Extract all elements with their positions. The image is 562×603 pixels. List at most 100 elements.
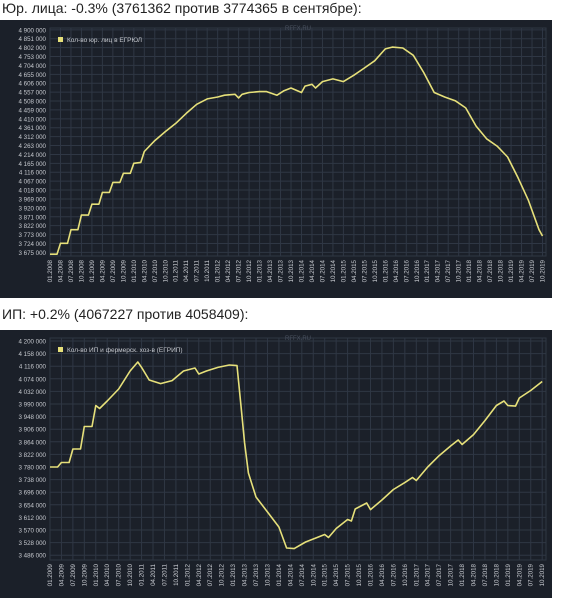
- x-tick-label: 04.2015: [351, 259, 358, 282]
- x-tick-label: 04.2011: [150, 563, 157, 585]
- x-tick-label: 01.2008: [47, 259, 54, 282]
- y-tick-label: 4 655 000: [18, 72, 46, 79]
- y-tick-label: 4 802 000: [18, 45, 46, 52]
- y-tick-label: 3 675 000: [18, 250, 46, 257]
- x-tick-label: 10.2013: [264, 563, 271, 586]
- legend-swatch: [58, 347, 63, 352]
- x-tick-label: 10.2014: [330, 259, 337, 282]
- y-tick-label: 3 570 000: [18, 528, 46, 535]
- x-tick-label: 07.2014: [319, 259, 326, 282]
- x-tick-label: 10.2017: [456, 259, 463, 282]
- x-tick-label: 07.2013: [253, 563, 260, 586]
- legend-label: Кол-во ИП и фермерск. хоз-в (ЕГРИП): [67, 347, 183, 354]
- x-tick-label: 07.2016: [390, 563, 397, 586]
- legend-swatch: [58, 37, 63, 42]
- x-tick-label: 04.2012: [196, 563, 203, 586]
- x-tick-label: 04.2012: [225, 259, 232, 282]
- x-tick-label: 10.2008: [78, 259, 85, 282]
- x-tick-label: 01.2018: [459, 563, 466, 586]
- x-tick-label: 10.2018: [493, 563, 500, 586]
- series-line: [50, 361, 543, 550]
- y-tick-label: 3 612 000: [18, 515, 46, 522]
- chart-background: [0, 330, 552, 598]
- y-tick-label: 3 654 000: [18, 502, 46, 509]
- y-tick-label: 3 920 000: [18, 205, 46, 212]
- x-tick-label: 07.2015: [361, 259, 368, 282]
- y-tick-label: 4 606 000: [18, 81, 46, 88]
- x-tick-label: 01.2011: [173, 259, 180, 281]
- y-tick-label: 3 528 000: [18, 540, 46, 547]
- x-tick-label: 07.2018: [487, 259, 494, 282]
- series-line: [50, 46, 544, 255]
- x-tick-label: 01.2009: [89, 259, 96, 282]
- x-tick-label: 01.2019: [505, 563, 512, 586]
- x-tick-label: 04.2017: [425, 563, 432, 586]
- y-tick-label: 3 871 000: [18, 214, 46, 221]
- y-tick-label: 4 753 000: [18, 54, 46, 61]
- x-tick-label: 07.2017: [445, 259, 452, 282]
- x-tick-label: 01.2012: [215, 259, 222, 282]
- y-tick-label: 3 724 000: [18, 241, 46, 248]
- x-tick-label: 07.2013: [278, 259, 285, 282]
- x-tick-label: 07.2017: [436, 563, 443, 586]
- x-tick-label: 01.2018: [466, 259, 473, 282]
- watermark: RFFX.RU: [285, 26, 311, 32]
- x-tick-label: 10.2012: [219, 563, 226, 586]
- chart-1-caption: Юр. лица: -0.3% (3761362 против 3774365 …: [2, 0, 362, 16]
- x-tick-label: 04.2009: [99, 259, 106, 282]
- x-tick-label: 07.2018: [482, 563, 489, 586]
- x-tick-label: 01.2014: [298, 259, 305, 282]
- x-tick-label: 10.2016: [402, 563, 409, 586]
- x-tick-label: 04.2016: [393, 259, 400, 282]
- y-tick-label: 3 780 000: [18, 465, 46, 472]
- y-tick-label: 4 312 000: [18, 134, 46, 141]
- x-tick-label: 04.2010: [104, 563, 111, 586]
- y-tick-label: 4 158 000: [18, 351, 46, 358]
- x-tick-label: 10.2015: [372, 259, 379, 282]
- x-tick-label: 07.2009: [70, 563, 77, 586]
- y-tick-label: 4 410 000: [18, 116, 46, 123]
- y-tick-label: 3 969 000: [18, 196, 46, 203]
- y-tick-label: 4 361 000: [18, 125, 46, 132]
- y-tick-label: 4 557 000: [18, 90, 46, 97]
- x-tick-label: 10.2014: [310, 563, 317, 586]
- y-tick-label: 4 074 000: [18, 376, 46, 383]
- x-tick-label: 10.2015: [356, 563, 363, 586]
- chart-2-caption: ИП: +0.2% (4067227 против 4058409):: [2, 306, 249, 322]
- x-tick-label: 04.2008: [57, 259, 64, 282]
- x-tick-label: 07.2014: [299, 563, 306, 586]
- x-tick-label: 10.2012: [246, 259, 253, 282]
- x-tick-label: 10.2010: [127, 563, 134, 586]
- x-tick-label: 07.2011: [194, 259, 201, 281]
- y-tick-label: 3 773 000: [18, 232, 46, 239]
- x-tick-label: 04.2010: [141, 259, 148, 282]
- x-tick-label: 10.2010: [162, 259, 169, 282]
- y-tick-label: 3 822 000: [18, 223, 46, 230]
- x-tick-label: 04.2019: [516, 563, 523, 586]
- chart-legal-entities: 3 675 000 3 724 000 3 773 000 3 822 000 3 87…: [0, 20, 552, 298]
- x-tick-label: 04.2013: [242, 563, 249, 586]
- chart-2-panel: 3 486 000 3 528 000 3 570 000 3 612 000 3 65…: [0, 330, 552, 603]
- plot-frame: [49, 337, 547, 561]
- x-tick-label: 07.2010: [116, 563, 123, 586]
- y-tick-label: 3 948 000: [18, 414, 46, 421]
- x-tick-label: 04.2018: [471, 563, 478, 586]
- x-tick-label: 04.2019: [519, 259, 526, 282]
- x-tick-label: 04.2014: [287, 563, 294, 586]
- x-tick-label: 04.2018: [477, 259, 484, 282]
- x-tick-label: 04.2016: [379, 563, 386, 586]
- x-tick-label: 01.2009: [47, 563, 54, 586]
- x-tick-label: 10.2011: [173, 563, 180, 585]
- x-tick-label: 10.2019: [539, 563, 546, 586]
- x-tick-label: 04.2013: [267, 259, 274, 282]
- chart-1-panel: 3 675 000 3 724 000 3 773 000 3 822 000 3 87…: [0, 20, 552, 303]
- x-tick-label: 10.2013: [288, 259, 295, 282]
- y-tick-label: 4 263 000: [18, 143, 46, 150]
- y-tick-label: 4 018 000: [18, 188, 46, 195]
- y-tick-label: 4 508 000: [18, 99, 46, 106]
- x-tick-label: 01.2017: [424, 259, 431, 282]
- x-tick-label: 01.2017: [413, 563, 420, 586]
- x-tick-label: 07.2010: [152, 259, 159, 282]
- y-tick-label: 3 864 000: [18, 439, 46, 446]
- y-tick-label: 4 704 000: [18, 63, 46, 70]
